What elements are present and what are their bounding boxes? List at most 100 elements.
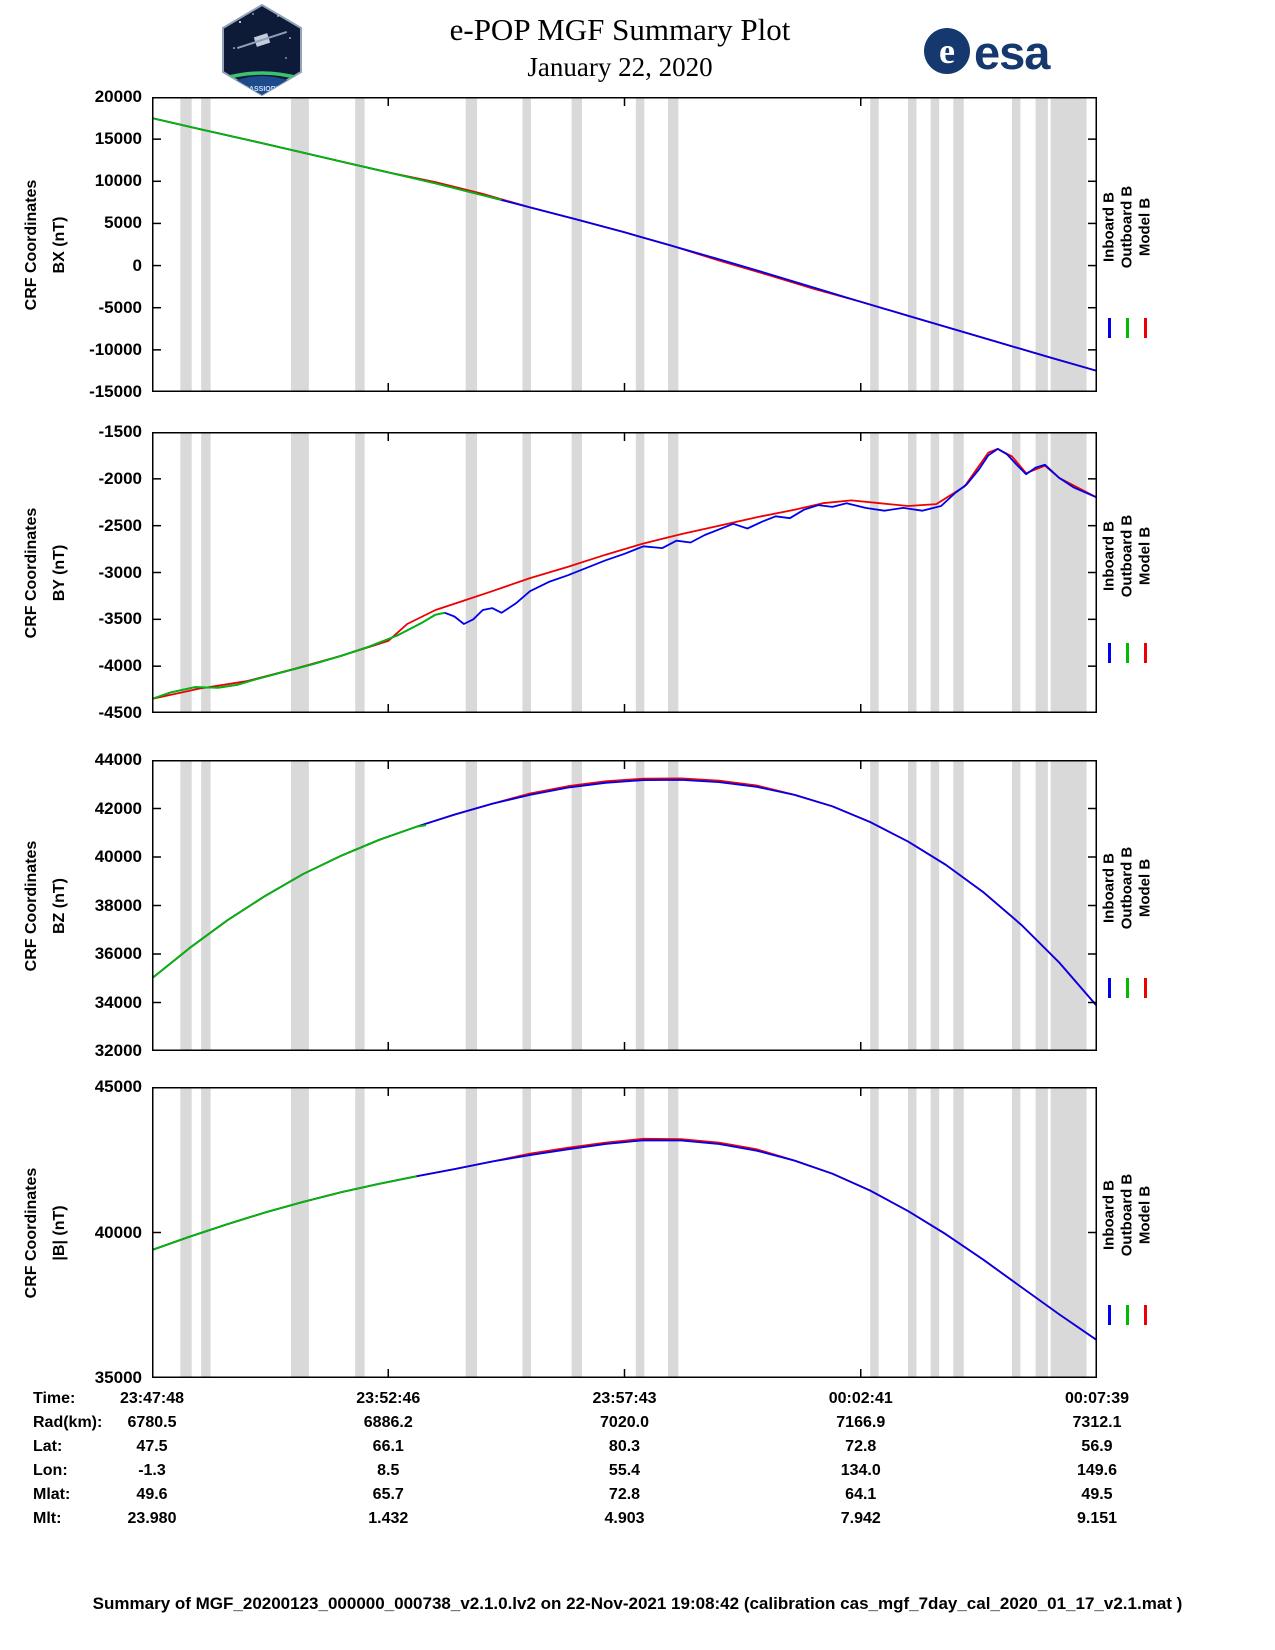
cassiope-mission-patch: CASSIOPE [222,4,302,96]
table-cell: 80.3 [608,1438,641,1455]
table-cell: 23.980 [127,1510,177,1527]
table-cell: 72.8 [608,1486,641,1503]
esa-logo: e esa [924,26,1052,79]
tick-marks-BX [152,97,1097,392]
legend-label-outboard-b-BZ: Outboard B [1118,846,1136,930]
y-tick-label-BX: -5000 [98,297,142,317]
table-cell: 56.9 [1081,1438,1113,1455]
legend-sample-inboard-b-BY [1108,642,1111,663]
y-tick-label-BX: 0 [132,255,142,275]
table-cell: 7.942 [840,1510,881,1527]
y-tick-label-BZ: 38000 [94,895,142,915]
legend-sample-outboard-b-BX [1126,318,1129,339]
series-outboard-b-BZ [152,824,427,980]
plot-title: e-POP MGF Summary Plot [449,12,791,47]
plot-panel-BX [152,97,1097,392]
table-cell: 49.5 [1081,1486,1113,1503]
y-tick-label-Bmag: 40000 [94,1222,142,1242]
legend-sample-outboard-b-BZ [1126,978,1129,999]
legend-sample-inboard-b-BX [1108,318,1111,339]
tick-marks-BZ [152,760,1097,1051]
satellite-graphic [236,31,288,49]
table-cell: -1.3 [138,1462,166,1479]
y-tick-label-BX: 10000 [94,171,142,191]
table-cell: 9.151 [1076,1510,1118,1527]
table-cell: 4.903 [604,1510,645,1527]
legend-label-inboard-b-Bmag: Inboard B [1100,1180,1118,1251]
esa-emblem-e: e [939,31,955,71]
legend-sample-model-b-BZ [1144,978,1147,999]
y-tick-label-BX: 20000 [94,87,142,106]
y-tick-label-BZ: 44000 [94,750,142,769]
plot-panel-BZ [152,760,1097,1051]
tick-marks-BY [152,432,1097,713]
table-row-label: Lat: [33,1438,63,1455]
legend-sample-outboard-b-BY [1126,642,1129,663]
table-cell: 64.1 [845,1486,877,1503]
legend-label-inboard-b-BY: Inboard B [1100,520,1118,591]
y-tick-label-BX: 15000 [94,129,142,149]
y-tick-label-BZ: 34000 [94,992,142,1012]
legend-label-model-b-BZ: Model B [1136,858,1154,918]
table-row-label: Mlat: [33,1486,71,1503]
plot-panel-BY [152,432,1097,713]
legend-label-model-b-Bmag: Model B [1136,1185,1154,1245]
y-tick-label-Bmag: 45000 [94,1077,142,1096]
table-cell: 49.6 [136,1486,168,1503]
legend-sample-inboard-b-BZ [1108,978,1111,999]
table-cell: 8.5 [377,1462,400,1479]
table-cell: 1.432 [368,1510,409,1527]
table-cell: 23:52:46 [356,1390,421,1407]
y-tick-label-BY: -3000 [98,562,142,582]
esa-wordmark: esa [974,26,1051,79]
plot-panel-Bmag [152,1087,1097,1378]
table-cell: 00:02:41 [828,1390,893,1407]
table-row-label: Time: [33,1390,76,1407]
table-cell: 55.4 [608,1462,641,1479]
table-cell: 47.5 [136,1438,168,1455]
y-tick-label-BX: 5000 [104,213,142,233]
y-tick-label-BZ: 40000 [94,847,142,866]
data-gap-bands [180,433,1087,712]
y-tick-label-BY: -4000 [98,656,142,676]
table-cell: 72.8 [845,1438,877,1455]
legend-label-model-b-BX: Model B [1136,197,1154,256]
table-cell: 7020.0 [600,1414,649,1431]
table-cell: 00:07:39 [1064,1390,1130,1407]
y-tick-label-BY: -4500 [98,703,142,722]
y-tick-label-BY: -1500 [98,422,142,441]
y-tick-label-BX: -15000 [89,382,142,401]
y-axis-label-coords-BZ: CRF Coordinates [23,840,40,971]
legend-sample-inboard-b-Bmag [1108,1305,1111,1326]
legend-label-model-b-BY: Model B [1136,526,1154,585]
data-gap-bands [180,761,1087,1050]
legend-sample-model-b-BY [1144,642,1147,663]
y-tick-label-BX: -10000 [89,339,142,359]
legend-sample-model-b-BX [1144,318,1147,339]
y-axis-label-coords-BX: CRF Coordinates [23,179,40,310]
legend-sample-outboard-b-Bmag [1126,1305,1129,1326]
y-tick-label-BZ: 42000 [94,798,142,818]
table-cell: 6780.5 [127,1414,177,1431]
y-axis-label-coords-BY: CRF Coordinates [23,507,40,638]
y-tick-label-BZ: 32000 [94,1041,142,1060]
table-row-label: Rad(km): [33,1414,103,1431]
data-gap-bands [180,1088,1087,1377]
tick-marks-Bmag [152,1087,1097,1378]
series-outboard-b-BX [152,117,502,201]
table-cell: 23:47:48 [119,1390,185,1407]
table-cell: 149.6 [1076,1462,1118,1479]
table-cell: 66.1 [372,1438,404,1455]
series-outboard-b-BY [152,611,446,700]
legend-label-outboard-b-BX: Outboard B [1118,185,1136,269]
legend-label-outboard-b-Bmag: Outboard B [1118,1173,1136,1257]
table-cell: 7312.1 [1072,1414,1122,1431]
series-outboard-b-Bmag [152,1175,417,1251]
aurora-arc [223,71,301,86]
esa-emblem-circle [924,28,970,74]
table-cell: 65.7 [372,1486,404,1503]
table-row-label: Mlt: [33,1510,62,1527]
table-row-label: Lon: [33,1462,68,1479]
data-gap-bands [180,98,1087,391]
